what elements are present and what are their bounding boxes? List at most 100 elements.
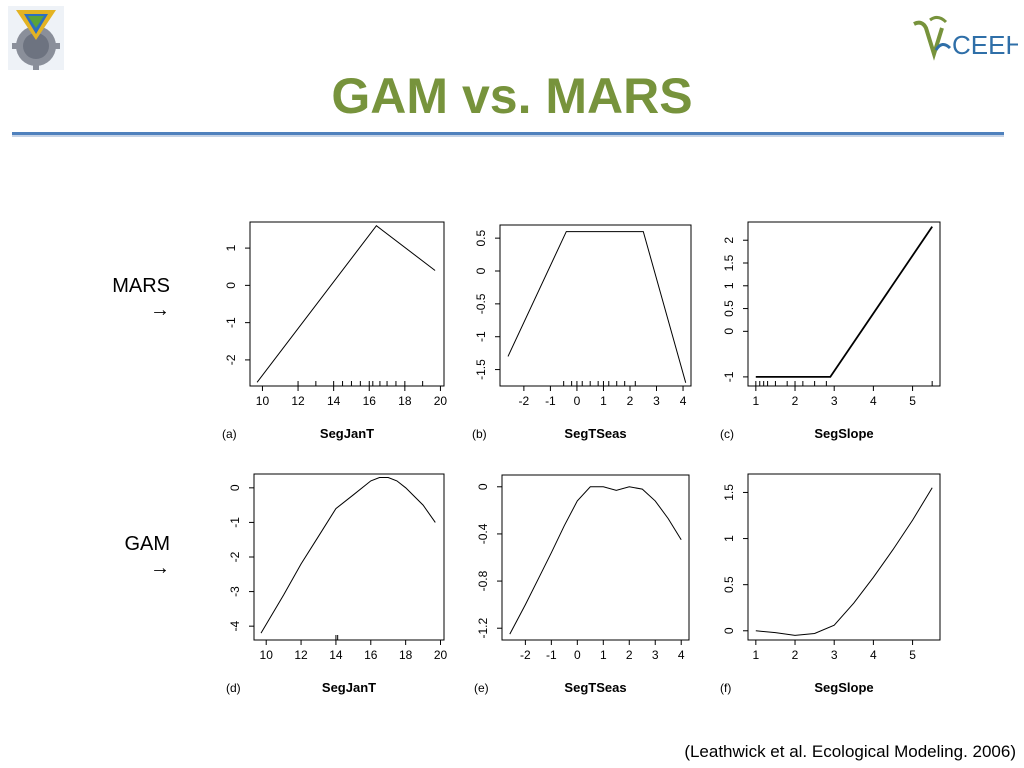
y-tick-label: -2	[224, 354, 238, 365]
x-tick-label: 14	[327, 394, 341, 408]
x-tick-label: 4	[870, 394, 877, 408]
y-tick-label: -0.8	[476, 570, 490, 591]
panel-label: (b)	[472, 427, 487, 441]
y-tick-label: 0	[476, 483, 490, 490]
x-tick-label: -2	[520, 648, 531, 662]
y-tick-label: 0	[722, 328, 736, 335]
y-tick-label: -1.2	[476, 618, 490, 639]
x-tick-label: -2	[519, 394, 530, 408]
x-axis-label: SegTSeas	[564, 426, 626, 441]
row-label-mars-text: MARS	[112, 275, 170, 297]
y-tick-label: 2	[722, 237, 736, 244]
x-tick-label: 1	[600, 394, 607, 408]
y-tick-label: 1	[722, 282, 736, 289]
x-axis-label: SegTSeas	[564, 680, 626, 695]
x-tick-label: 1	[600, 648, 607, 662]
x-tick-label: 20	[434, 394, 448, 408]
y-tick-label: 1	[722, 535, 736, 542]
x-tick-label: 4	[680, 394, 687, 408]
panel-label: (a)	[222, 427, 237, 441]
citation: (Leathwick et al. Ecological Modeling. 2…	[684, 742, 1016, 761]
x-tick-label: 10	[256, 394, 270, 408]
x-tick-label: 2	[792, 394, 799, 408]
chart-panel-3: 1 2 3 4 5 2 1.5 1 0.5 0 -1 (c) SegSlope	[720, 221, 941, 441]
x-tick-label: 1	[752, 394, 759, 408]
response-curve	[507, 231, 687, 383]
x-tick-label: 3	[831, 394, 838, 408]
x-tick-label: 2	[792, 648, 799, 662]
y-tick-label: -1	[722, 371, 736, 382]
logo-text: CEEH	[952, 30, 1018, 60]
x-tick-label: 16	[363, 394, 377, 408]
y-tick-label: -4	[228, 621, 242, 632]
x-axis-label: SegSlope	[814, 426, 873, 441]
y-tick-label: -1	[474, 331, 488, 342]
y-tick-label: -0.5	[474, 293, 488, 314]
row-label-gam: GAM →	[90, 532, 170, 580]
chart-panel-6: 1 2 3 4 5 0 0.5 1 1.5 (f) SegSlope	[720, 473, 941, 695]
response-curve	[260, 477, 436, 634]
x-tick-label: 4	[870, 648, 877, 662]
gear-emblem-icon	[8, 6, 64, 70]
x-tick-label: -1	[545, 394, 556, 408]
x-tick-label: 0	[574, 394, 581, 408]
x-tick-label: 12	[291, 394, 305, 408]
ceeh-logo: CEEH	[912, 14, 1024, 64]
x-tick-label: 3	[653, 394, 660, 408]
x-tick-label: 3	[831, 648, 838, 662]
x-tick-label: 2	[626, 648, 633, 662]
x-tick-label: 16	[364, 648, 378, 662]
x-tick-label: 5	[909, 648, 916, 662]
arrow-right-icon: →	[150, 557, 170, 579]
x-tick-label: 2	[627, 394, 634, 408]
y-tick-label: 1.5	[722, 254, 736, 271]
x-tick-label: 5	[909, 394, 916, 408]
chart-panel-4: 10 12 14 16 18 20 0 -1 -2 -3 -4 (d) SegJanT	[226, 473, 448, 695]
y-tick-label: 0.5	[722, 300, 736, 317]
chart-panel-5: -2 -1 0 1 2 3 4 0 -0.4 -0.8 -1.2 (e) SegTSeas	[474, 474, 690, 695]
y-tick-label: 0	[224, 282, 238, 289]
response-curve	[755, 487, 933, 636]
university-seal-logo	[8, 6, 64, 70]
plot-frame	[747, 473, 941, 641]
plot-frame	[501, 474, 690, 641]
plot-frame	[747, 221, 941, 387]
x-tick-label: 12	[294, 648, 308, 662]
page-title: GAM vs. MARS	[331, 68, 693, 124]
y-tick-label: -2	[228, 551, 242, 562]
arrow-right-icon: →	[150, 299, 170, 321]
x-tick-label: 20	[434, 648, 448, 662]
chart-panel-2: -2 -1 0 1 2 3 4 0.5 0 -0.5 -1 -1.5 (b) SegTSeas	[472, 224, 692, 441]
x-tick-label: 18	[398, 394, 412, 408]
x-tick-label: 0	[574, 648, 581, 662]
y-tick-label: 1.5	[722, 484, 736, 501]
y-tick-label: 0.5	[722, 576, 736, 593]
y-tick-label: 1	[224, 244, 238, 251]
title-divider-shadow	[12, 135, 1004, 137]
x-tick-label: 14	[329, 648, 343, 662]
x-axis-label: SegSlope	[814, 680, 873, 695]
panel-label: (e)	[474, 681, 489, 695]
panel-label: (d)	[226, 681, 241, 695]
x-tick-label: 3	[652, 648, 659, 662]
x-tick-label: 4	[678, 648, 685, 662]
x-tick-label: 18	[399, 648, 413, 662]
y-tick-label: -1	[224, 317, 238, 328]
y-tick-label: -1	[228, 517, 242, 528]
y-tick-label: 0	[722, 627, 736, 634]
response-curve	[256, 224, 436, 383]
plot-frame	[499, 224, 692, 387]
panel-label: (f)	[720, 681, 731, 695]
y-tick-label: 0	[228, 484, 242, 491]
row-label-mars: MARS →	[90, 274, 170, 322]
x-axis-label: SegJanT	[322, 680, 376, 695]
y-tick-label: -0.4	[476, 523, 490, 544]
y-tick-label: 0.5	[474, 229, 488, 246]
row-label-gam-text: GAM	[124, 533, 170, 555]
plot-frame	[249, 221, 445, 387]
response-curve	[509, 486, 682, 635]
y-tick-label: -3	[228, 586, 242, 597]
x-tick-label: 1	[752, 648, 759, 662]
